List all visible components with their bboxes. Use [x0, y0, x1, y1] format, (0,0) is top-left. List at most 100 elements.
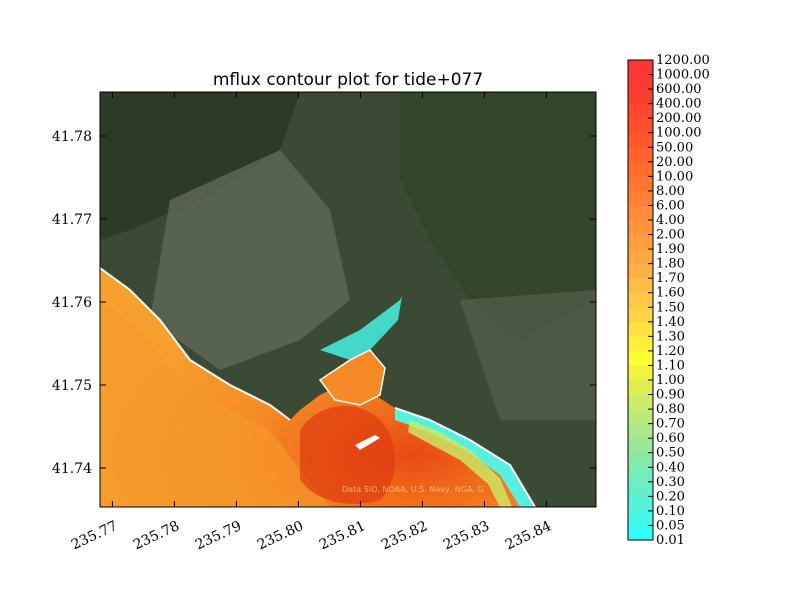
- chart-title: mflux contour plot for tide+077: [213, 70, 483, 90]
- colorbar-segment: [628, 60, 653, 76]
- colorbar-segment: [628, 336, 653, 352]
- colorbar-label: 0.05: [656, 518, 685, 533]
- x-tick-label: 235.81: [317, 518, 368, 553]
- colorbar-label: 1.90: [656, 242, 685, 257]
- x-tick-label: 235.83: [441, 518, 492, 553]
- y-tick-label: 41.78: [52, 129, 92, 145]
- colorbar-label: 6.00: [656, 198, 685, 213]
- colorbar-segment: [628, 481, 653, 497]
- x-tick-label: 235.80: [255, 518, 306, 553]
- colorbar-frame: [627, 59, 654, 541]
- plot-frame: [99, 91, 597, 508]
- x-tick-label: 235.77: [69, 518, 120, 553]
- colorbar-segment: [628, 321, 653, 337]
- colorbar-segment: [628, 147, 653, 163]
- colorbar-segment: [628, 103, 653, 119]
- colorbar-segment: [628, 234, 653, 250]
- colorbar-segment: [628, 89, 653, 105]
- colorbar-label: 1.60: [656, 286, 685, 301]
- colorbar-label: 1200.00: [656, 53, 710, 68]
- colorbar-segment: [628, 132, 653, 148]
- colorbar-label: 400.00: [656, 97, 702, 112]
- colorbar-label: 0.70: [656, 417, 685, 432]
- colorbar-label: 2.00: [656, 228, 685, 243]
- y-axis: 41.74 41.75 41.76 41.77 41.78: [52, 129, 596, 477]
- colorbar-segment: [628, 467, 653, 483]
- colorbar-segment: [628, 409, 653, 425]
- jetty: [355, 435, 380, 450]
- inner-harbor: [318, 349, 386, 406]
- colorbar-label: 50.00: [656, 140, 693, 155]
- colorbar-segment: [628, 118, 653, 134]
- colorbar-segment: [628, 176, 653, 192]
- colorbar-label: 0.20: [656, 489, 685, 504]
- shoreline-east: [394, 407, 536, 507]
- colorbar-label: 1.50: [656, 300, 685, 315]
- colorbar-segment: [628, 263, 653, 279]
- y-tick-label: 41.76: [52, 295, 92, 311]
- colorbar-label: 1000.00: [656, 68, 710, 83]
- colorbar-label: 1.70: [656, 271, 685, 286]
- colorbar-segment: [628, 525, 653, 541]
- x-tick-label: 235.79: [193, 518, 244, 553]
- colorbar-segment: [628, 496, 653, 512]
- colorbar-segment: [628, 365, 653, 381]
- shore-green-band: [408, 420, 512, 507]
- colorbar-label: 1.30: [656, 329, 685, 344]
- colorbar-segment: [628, 394, 653, 410]
- colorbar-label: 0.01: [656, 533, 685, 548]
- plot-area: Data SIO, NOAA, U.S. Navy, NGA, G: [100, 92, 596, 507]
- colorbar-label: 200.00: [656, 111, 702, 126]
- colorbar-label: 0.80: [656, 402, 685, 417]
- colorbar-segment: [628, 350, 653, 366]
- colorbar-label: 600.00: [656, 82, 702, 97]
- colorbar-label: 0.60: [656, 431, 685, 446]
- colorbar-segment: [628, 278, 653, 294]
- colorbar-segment: [628, 423, 653, 439]
- colorbar-label: 0.10: [656, 504, 685, 519]
- colorbar-label: 1.20: [656, 344, 685, 359]
- town-east: [460, 290, 596, 420]
- colorbar-segment: [628, 205, 653, 221]
- town-area: [150, 150, 350, 370]
- terrain-forest: [400, 92, 596, 340]
- y-tick-label: 41.74: [52, 461, 92, 477]
- y-tick-label: 41.75: [52, 378, 92, 394]
- colorbar-label: 0.30: [656, 475, 685, 490]
- y-tick-label: 41.77: [52, 212, 92, 228]
- map-attribution: Data SIO, NOAA, U.S. Navy, NGA, G: [342, 485, 484, 494]
- colorbar-label: 0.40: [656, 460, 685, 475]
- x-tick-label: 235.78: [131, 518, 182, 553]
- x-tick-label: 235.84: [503, 518, 554, 553]
- colorbar-label: 1.80: [656, 257, 685, 272]
- colorbar-label: 0.90: [656, 388, 685, 403]
- colorbar-label: 0.50: [656, 446, 685, 461]
- colorbar-segment: [628, 74, 653, 90]
- colorbar-segment: [628, 161, 653, 177]
- shoreline: [100, 267, 291, 421]
- colorbar-segment: [628, 292, 653, 308]
- colorbar-label: 1.10: [656, 358, 685, 373]
- flux-contour-mid: [100, 300, 330, 507]
- colorbar-label: 1.40: [656, 315, 685, 330]
- colorbar-segment: [628, 438, 653, 454]
- colorbar-label: 8.00: [656, 184, 685, 199]
- colorbar: 0.010.050.100.200.300.400.500.600.700.80…: [627, 53, 710, 548]
- terrain-dark: [100, 92, 300, 240]
- x-tick-label: 235.82: [379, 518, 430, 553]
- colorbar-segment: [628, 510, 653, 526]
- colorbar-label: 10.00: [656, 169, 693, 184]
- colorbar-segment: [628, 190, 653, 206]
- colorbar-segment: [628, 220, 653, 236]
- colorbar-segment: [628, 380, 653, 396]
- colorbar-label: 1.00: [656, 373, 685, 388]
- flux-core: [300, 406, 395, 504]
- colorbar-segment: [628, 249, 653, 265]
- colorbar-label: 20.00: [656, 155, 693, 170]
- colorbar-segment: [628, 452, 653, 468]
- colorbar-label: 4.00: [656, 213, 685, 228]
- colorbar-segment: [628, 307, 653, 323]
- colorbar-label: 100.00: [656, 126, 702, 141]
- river-channel: [320, 296, 402, 360]
